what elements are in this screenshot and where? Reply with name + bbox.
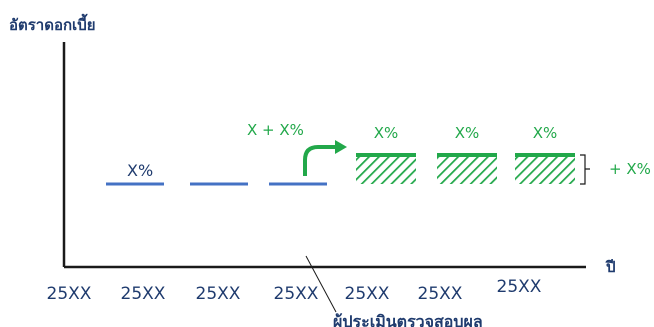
x-tick-label: 25XX	[47, 284, 92, 304]
x-tick-label: 25XX	[418, 284, 463, 304]
x-tick-label: 25XX	[121, 284, 166, 304]
increase-arrowhead	[335, 140, 347, 154]
y-axis-title: อัตราดอกเบี้ย	[9, 13, 96, 34]
base-rate-label: X%	[127, 161, 153, 180]
increased-rate-bar	[437, 155, 497, 184]
increased-rate-bar	[515, 155, 575, 184]
x-tick-label: 25XX	[345, 284, 390, 304]
increased-rate-bars: X% X% X%	[356, 124, 575, 184]
x-tick-label: 25XX	[497, 277, 542, 297]
x-tick-label: 25XX	[196, 284, 241, 304]
increased-rate-label: X%	[455, 124, 480, 142]
increase-label: X + X%	[247, 121, 304, 139]
increased-rate-label: X%	[533, 124, 558, 142]
increased-rate-label: X%	[374, 124, 399, 142]
x-tick-label: 25XX	[274, 284, 319, 304]
bracket-label: + X%	[609, 160, 651, 178]
x-axis-title: ปี	[605, 258, 615, 276]
increased-rate-bar	[356, 155, 416, 184]
increase-arrow	[303, 145, 336, 176]
evaluation-pointer	[305, 255, 337, 313]
x-tick-labels: 25XX 25XX 25XX 25XX 25XX 25XX 25XX	[47, 277, 542, 304]
increase-bracket	[580, 154, 590, 185]
evaluation-label: ผู้ประเมินตรวจสอบผล	[333, 312, 483, 327]
